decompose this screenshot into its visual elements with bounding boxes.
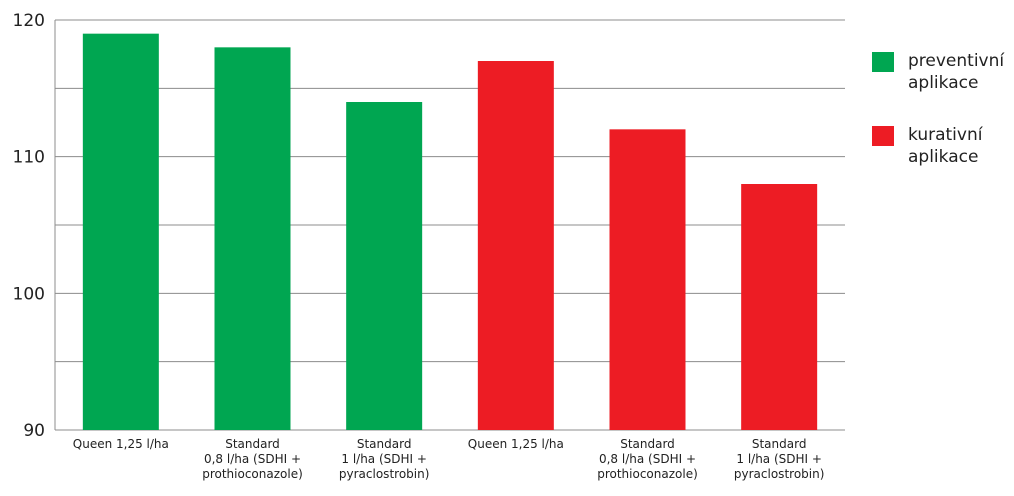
y-tick-label-120: 120 [13, 11, 45, 31]
x-category-label-5: Standard 0,8 l/ha (SDHI + prothioconazole) [597, 437, 698, 481]
bar-1 [82, 33, 159, 431]
bar-2 [214, 47, 291, 430]
bar-5 [609, 129, 686, 431]
x-category-label-3-line-2: 1 l/ha (SDHI + [341, 452, 427, 466]
grid-lines [54, 19, 845, 431]
legend-label-preventive: preventivní aplikace [908, 50, 1014, 94]
bars [82, 33, 818, 431]
x-category-label-3-line-1: Standard [357, 437, 412, 451]
x-category-label-3: Standard 1 l/ha (SDHI + pyraclostrobin) [339, 437, 430, 481]
x-category-label-2-line-1: Standard [225, 437, 280, 451]
legend-swatch-preventive [872, 52, 894, 72]
legend-label-preventive-line-1: preventivní [908, 51, 1005, 71]
x-category-label-1: Queen 1,25 l/ha [73, 437, 169, 451]
bar-6 [741, 184, 818, 430]
x-category-label-6-line-2: 1 l/ha (SDHI + [736, 452, 822, 466]
bar-3 [346, 102, 423, 430]
legend-item-preventive: preventivní aplikace [872, 50, 1014, 94]
x-category-label-2-line-2: 0,8 l/ha (SDHI + [204, 452, 301, 466]
bar-4 [477, 61, 554, 430]
legend-label-curative: kurativní aplikace [908, 124, 1014, 168]
y-axis-tick-labels: 90 100 110 120 [13, 11, 45, 441]
x-category-label-2: Standard 0,8 l/ha (SDHI + prothioconazole) [202, 437, 303, 481]
y-tick-label-100: 100 [13, 284, 45, 304]
legend-label-curative-line-1: kurativní [908, 125, 983, 145]
legend-swatch-curative [872, 126, 894, 146]
x-category-label-6: Standard 1 l/ha (SDHI + pyraclostrobin) [734, 437, 825, 481]
x-axis-category-labels: Queen 1,25 l/ha Standard 0,8 l/ha (SDHI + p… [73, 437, 825, 481]
x-category-label-4-line-1: Queen 1,25 l/ha [468, 437, 564, 451]
x-category-label-6-line-3: pyraclostrobin) [734, 467, 825, 481]
legend-label-preventive-line-2: aplikace [908, 73, 979, 93]
y-tick-label-90: 90 [23, 421, 45, 441]
legend-label-curative-line-2: aplikace [908, 147, 979, 167]
x-category-label-5-line-3: prothioconazole) [597, 467, 698, 481]
x-category-label-3-line-3: pyraclostrobin) [339, 467, 430, 481]
x-category-label-6-line-1: Standard [752, 437, 807, 451]
x-category-label-1-line-1: Queen 1,25 l/ha [73, 437, 169, 451]
x-category-label-5-line-2: 0,8 l/ha (SDHI + [599, 452, 696, 466]
x-category-label-4: Queen 1,25 l/ha [468, 437, 564, 451]
x-category-label-2-line-3: prothioconazole) [202, 467, 303, 481]
legend: preventivní aplikace kurativní aplikace [872, 50, 1014, 198]
x-category-label-5-line-1: Standard [620, 437, 675, 451]
legend-item-curative: kurativní aplikace [872, 124, 1014, 168]
y-tick-label-110: 110 [13, 148, 45, 168]
